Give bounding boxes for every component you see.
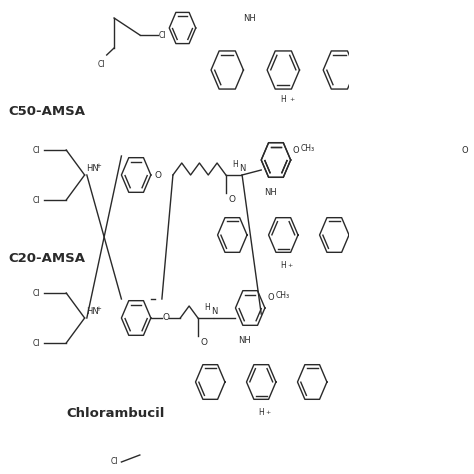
- Text: Cl: Cl: [110, 457, 118, 466]
- Text: O: O: [267, 293, 274, 302]
- Text: NH: NH: [238, 336, 251, 345]
- Text: +: +: [95, 306, 101, 312]
- Text: O: O: [201, 338, 208, 347]
- Text: HN: HN: [86, 307, 99, 316]
- Text: N: N: [211, 307, 218, 316]
- Text: H: H: [232, 160, 237, 169]
- Text: HN: HN: [86, 164, 99, 173]
- Text: +: +: [95, 163, 101, 169]
- Text: O: O: [162, 313, 169, 322]
- Text: CH₃: CH₃: [301, 144, 315, 153]
- Text: C50-AMSA: C50-AMSA: [9, 105, 86, 118]
- Text: N: N: [239, 164, 246, 173]
- Text: Cl: Cl: [33, 195, 40, 204]
- Text: O: O: [229, 195, 236, 204]
- Text: O: O: [155, 171, 162, 180]
- Text: H: H: [258, 408, 264, 417]
- Text: H: H: [281, 261, 286, 270]
- Text: NH: NH: [243, 13, 255, 22]
- Text: H: H: [281, 95, 286, 104]
- Text: Cl: Cl: [98, 60, 105, 69]
- Text: C20-AMSA: C20-AMSA: [9, 252, 86, 265]
- Text: O: O: [461, 146, 468, 155]
- Text: +: +: [265, 410, 270, 415]
- Text: Chlorambucil: Chlorambucil: [66, 407, 164, 420]
- Text: H: H: [204, 303, 210, 312]
- Text: +: +: [287, 263, 292, 268]
- Text: O: O: [293, 146, 300, 155]
- Text: Cl: Cl: [33, 289, 40, 298]
- Text: NH: NH: [264, 188, 276, 197]
- Text: Cl: Cl: [33, 338, 40, 347]
- Text: CH₃: CH₃: [275, 292, 289, 301]
- Text: Cl: Cl: [158, 30, 166, 39]
- Text: Cl: Cl: [33, 146, 40, 155]
- Text: +: +: [289, 97, 294, 102]
